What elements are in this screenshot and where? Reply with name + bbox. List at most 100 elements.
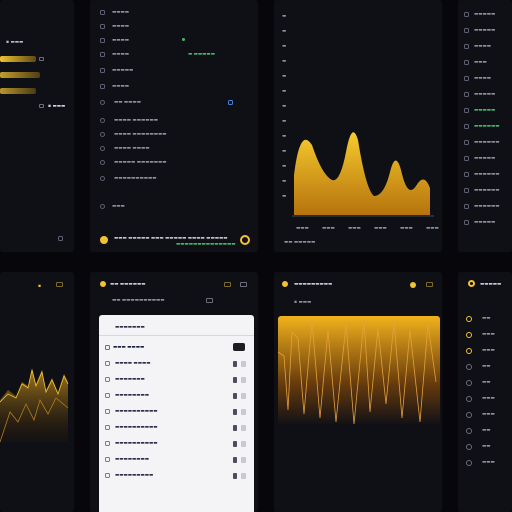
coin-icon-2 xyxy=(100,281,106,287)
panel-b-list-label: ▬▬▬▬ xyxy=(112,84,130,89)
option-checkbox[interactable] xyxy=(233,425,237,431)
panel-e-box[interactable] xyxy=(56,282,63,287)
option-toggle[interactable] xyxy=(241,441,246,447)
panel-d-list-item[interactable]: ▬▬▬▬▬ xyxy=(464,220,508,227)
square-icon xyxy=(464,76,469,81)
dropdown-option-label: ▬▬▬▬ ▬▬▬▬ xyxy=(115,361,151,366)
dropdown-option[interactable]: ▬▬▬▬▬▬▬▬ xyxy=(105,393,247,401)
panel-d-list-item[interactable]: ▬▬▬▬▬▬ xyxy=(464,172,508,179)
panel-d-list-item[interactable]: ▬▬▬▬ xyxy=(464,76,508,83)
panel-g-box[interactable] xyxy=(426,282,433,287)
option-toggle[interactable] xyxy=(241,377,246,383)
square-icon xyxy=(464,28,469,33)
dropdown-option[interactable]: ▬▬▬▬▬▬▬▬▬▬ xyxy=(105,441,247,449)
option-toggle[interactable] xyxy=(241,473,246,479)
dropdown-option[interactable]: ▬▬▬▬ ▬▬▬▬ xyxy=(105,361,247,369)
coin-icon[interactable] xyxy=(100,236,108,244)
panel-b-list-item[interactable]: ▬▬▬▬▬ ▬▬▬▬▬▬▬ xyxy=(100,160,210,167)
panel-h-list-item[interactable]: ▬▬▬ xyxy=(466,460,508,467)
panel-b-list-item[interactable]: ▬▬▬▬▬▬▬▬▬▬ xyxy=(100,176,210,183)
option-toggle[interactable] xyxy=(241,425,246,431)
panel-d-list-label: ▬▬▬▬▬ xyxy=(474,12,496,17)
settings-icon[interactable] xyxy=(58,236,63,241)
panel-a-bar-3[interactable] xyxy=(0,88,36,94)
panel-h-list-item[interactable]: ▬▬ xyxy=(466,364,508,371)
panel-d-list-item[interactable]: ▬▬▬▬▬ xyxy=(464,12,508,19)
panel-d-list-item[interactable]: ▬▬▬▬▬ xyxy=(464,28,508,35)
panel-b-list-item[interactable]: ▬▬▬▬ xyxy=(100,38,210,45)
panel-b-list-label: ▬▬▬ xyxy=(112,204,125,209)
panel-b-list-item[interactable]: ▬▬▬▬ ▬▬▬▬ xyxy=(100,146,210,153)
panel-g-sub: ▪ ▬▬▬ xyxy=(294,300,312,305)
panel-h-list-item[interactable]: ▬▬▬ xyxy=(466,412,508,419)
panel-b-list-item[interactable]: ▬▬▬▬ xyxy=(100,84,210,91)
panel-h-list-item[interactable]: ▬▬▬ xyxy=(466,332,508,339)
panel-d-list-item[interactable]: ▬▬▬▬▬ xyxy=(464,92,508,99)
square-icon xyxy=(464,140,469,145)
panel-d-list-item[interactable]: ▬▬▬▬▬ xyxy=(464,108,508,115)
panel-h-list-item[interactable]: ▬▬ xyxy=(466,428,508,435)
panel-a-bar-1-icon[interactable] xyxy=(39,57,44,61)
square-icon xyxy=(464,220,469,225)
panel-h-list-item[interactable]: ▬▬▬ xyxy=(466,396,508,403)
panel-b-list-item[interactable]: ▬▬▬▬ xyxy=(100,24,210,31)
panel-h-list-item[interactable]: ▬▬ xyxy=(466,316,508,323)
panel-a-bar-2[interactable] xyxy=(0,72,40,78)
panel-b-list-item[interactable]: ▬▬▬▬ ▬▬▬▬▬▬ xyxy=(100,118,210,125)
option-checkbox[interactable] xyxy=(233,441,237,447)
panel-f-icon-2[interactable] xyxy=(240,282,247,287)
option-checkbox[interactable] xyxy=(233,361,237,367)
info-icon[interactable] xyxy=(228,100,233,105)
panel-b-list-item[interactable]: ▬▬▬▬ ▬▬▬▬▬▬▬▬ xyxy=(100,132,210,139)
panel-b-list-item[interactable]: ▬▬▬▬ xyxy=(100,10,210,17)
coin-icon xyxy=(466,332,472,338)
dropdown-option[interactable]: ▬▬▬▬▬▬▬ xyxy=(105,377,247,385)
panel-h-list-item[interactable]: ▬▬▬ xyxy=(466,348,508,355)
option-checkbox[interactable] xyxy=(233,393,237,399)
panel-d-list-item[interactable]: ▬▬▬▬▬▬ xyxy=(464,124,508,131)
panel-d-list-item[interactable]: ▬▬▬▬▬ xyxy=(464,156,508,163)
panel-a-bar-1[interactable] xyxy=(0,56,36,62)
panel-d-list-item[interactable]: ▬▬▬▬▬▬ xyxy=(464,140,508,147)
x-tick-label: ▬▬▬ xyxy=(296,226,309,231)
panel-h-list-item[interactable]: ▬▬ xyxy=(466,380,508,387)
square-icon xyxy=(100,10,105,15)
option-toggle[interactable] xyxy=(241,457,246,463)
dropdown-selected-row[interactable]: ▬▬▬ ▬▬▬▬ xyxy=(105,343,247,352)
panel-d-list-item[interactable]: ▬▬▬▬▬▬ xyxy=(464,188,508,195)
option-checkbox[interactable] xyxy=(233,457,237,463)
panel-d-list-item[interactable]: ▬▬▬▬ xyxy=(464,44,508,51)
coin-icon xyxy=(466,428,472,434)
panel-b-footer-ring[interactable] xyxy=(240,235,250,245)
option-toggle[interactable] xyxy=(241,409,246,415)
dropdown-selected-badge[interactable] xyxy=(233,343,245,351)
panel-b-list-item[interactable]: ▬▬▬▬▬ xyxy=(100,68,210,75)
panel-f-sub-icon[interactable] xyxy=(206,298,213,303)
panel-b-list-item[interactable]: ▬▬▬ xyxy=(100,204,210,211)
panel-h-list-item[interactable]: ▬▬ xyxy=(466,444,508,451)
panel-b-list-item[interactable]: ▬▬▬▬ xyxy=(100,52,210,59)
dropdown-option[interactable]: ▬▬▬▬▬▬▬▬▬▬ xyxy=(105,425,247,433)
option-toggle[interactable] xyxy=(241,393,246,399)
panel-d-list-item[interactable]: ▬▬▬ xyxy=(464,60,508,67)
dropdown-option[interactable]: ▬▬▬▬▬▬▬▬ xyxy=(105,457,247,465)
option-checkbox[interactable] xyxy=(233,377,237,383)
panel-b-list-label: ▬▬▬▬ xyxy=(112,10,130,15)
panel-f-icon-1[interactable] xyxy=(224,282,231,287)
dropdown-option-label: ▬▬▬▬▬▬▬▬▬▬ xyxy=(115,441,158,446)
panel-b-green-label: ▬ ▬▬▬▬▬ xyxy=(188,52,215,57)
option-checkbox[interactable] xyxy=(233,473,237,479)
dropdown-option[interactable]: ▬▬▬▬▬▬▬▬▬ xyxy=(105,473,247,481)
coin-icon-4[interactable] xyxy=(410,282,416,288)
panel-h-list-label: ▬▬ xyxy=(482,316,491,321)
checkbox-icon[interactable] xyxy=(105,345,110,350)
x-tick-label: ▬▬▬ xyxy=(426,226,439,231)
panel-area-chart: ▬ ▬ ▬ ▬ ▬ ▬ ▬ ▬ ▬ ▬ ▬ ▬ ▬ ▬▬▬ ▬▬▬ ▬▬▬ ▬▬▬ ▬▬▬ ▬▬▬ ▬▬ ▬▬▬▬… xyxy=(274,0,442,252)
option-checkbox[interactable] xyxy=(233,409,237,415)
panel-a-bar-3-icon[interactable] xyxy=(39,104,44,108)
line-chart-line-1 xyxy=(0,369,69,403)
panel-b-list-item[interactable]: ▬▬ ▬▬▬▬ xyxy=(100,100,210,107)
dropdown-option[interactable]: ▬▬▬▬▬▬▬▬▬▬ xyxy=(105,409,247,417)
panel-d-list-item[interactable]: ▬▬▬▬▬▬ xyxy=(464,204,508,211)
option-toggle[interactable] xyxy=(241,361,246,367)
